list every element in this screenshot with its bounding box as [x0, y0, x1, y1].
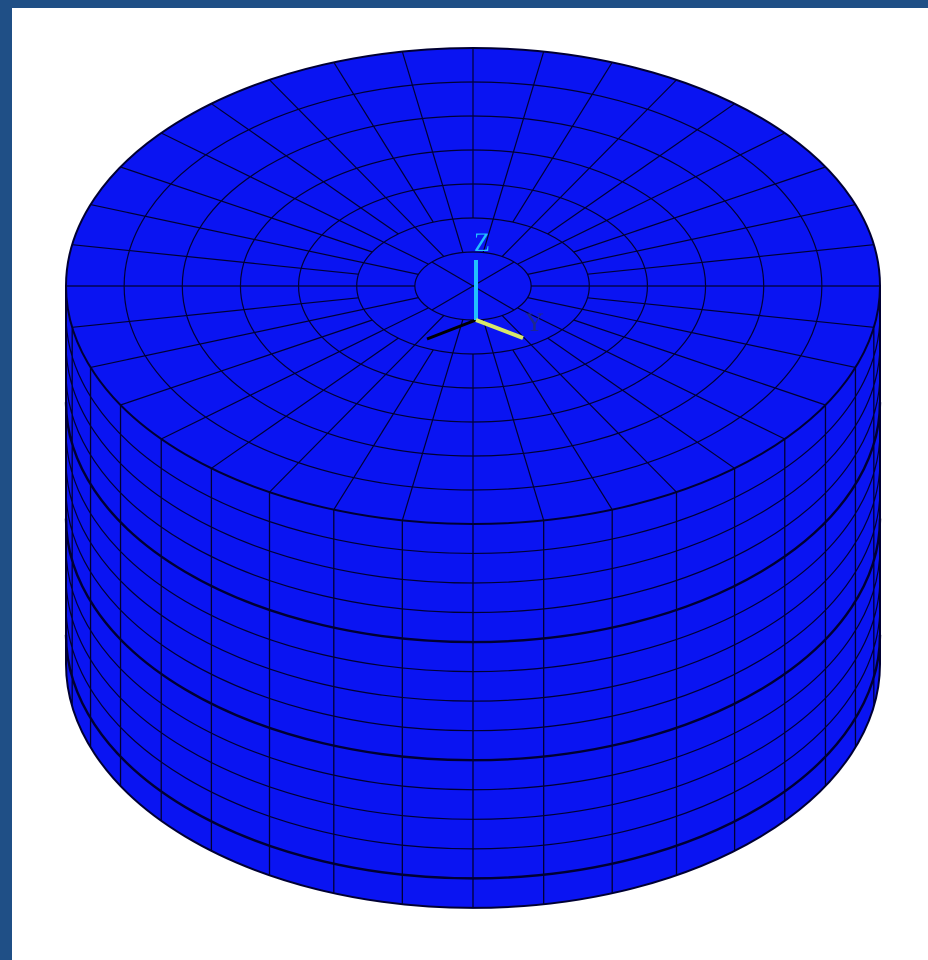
top-radial-line: [160, 307, 429, 440]
top-radial-line: [512, 349, 613, 510]
top-radial-line: [333, 62, 434, 223]
top-radial-line: [501, 79, 677, 257]
top-core-line: [472, 285, 515, 311]
y-axis-line: [475, 318, 524, 340]
graphics-viewport: Z Y: [12, 8, 928, 960]
top-radial-line: [501, 315, 677, 493]
top-core-line: [472, 261, 515, 287]
top-radial-line: [482, 51, 545, 253]
top-radial-line: [573, 319, 826, 406]
top-radial-line: [90, 297, 419, 368]
cylinder-top-face: [65, 47, 881, 525]
top-radial-line: [269, 79, 445, 257]
top-radial-line: [90, 204, 419, 275]
x-axis-line: [426, 318, 477, 341]
top-radial-line: [160, 132, 429, 265]
top-radial-line: [269, 315, 445, 493]
top-radial-line: [211, 337, 399, 469]
top-radial-line: [517, 307, 786, 440]
top-radial-line: [482, 319, 545, 521]
top-core-line: [431, 285, 474, 311]
top-radial-line: [211, 103, 399, 235]
top-radial-line: [120, 166, 373, 253]
top-radial-line: [72, 244, 359, 275]
top-radial-line: [547, 103, 735, 235]
top-radial-line: [401, 51, 464, 253]
coordinate-triad: Z Y: [426, 228, 544, 341]
top-radial-line: [547, 337, 735, 469]
z-axis-label: Z: [474, 228, 490, 257]
top-radial-line: [573, 166, 826, 253]
top-radial-line: [72, 297, 359, 328]
top-radial-line: [587, 244, 874, 275]
top-core-line: [431, 261, 474, 287]
top-radial-line: [527, 204, 856, 275]
mesh-scene: Z Y: [12, 8, 928, 960]
top-radial-line: [527, 297, 856, 368]
top-radial-line: [587, 297, 874, 328]
y-axis-label: Y: [525, 308, 544, 337]
top-radial-line: [401, 319, 464, 521]
top-radial-line: [517, 132, 786, 265]
top-radial-line: [333, 349, 434, 510]
top-radial-line: [120, 319, 373, 406]
top-radial-line: [512, 62, 613, 223]
